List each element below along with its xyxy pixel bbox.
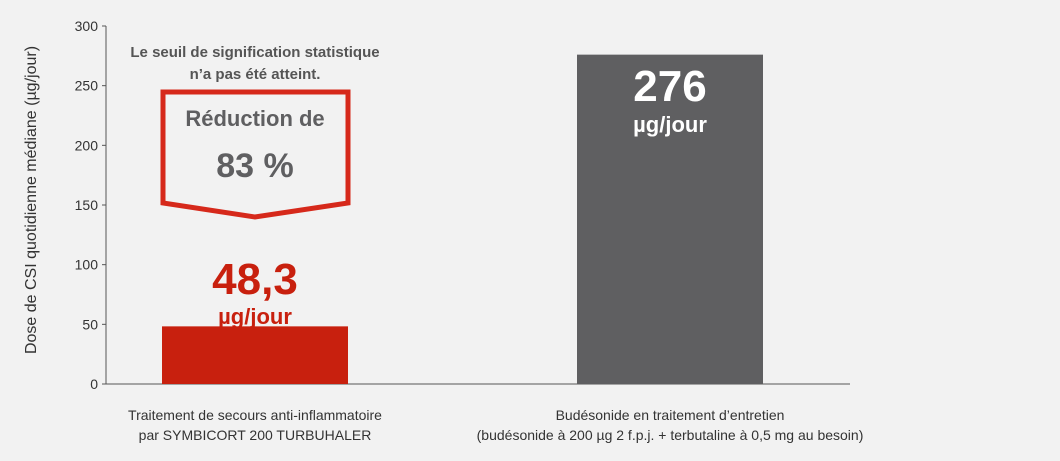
y-tick-label: 250 <box>75 78 99 94</box>
bar-unit-label-1: µg/jour <box>218 304 292 329</box>
bar-value-label-2: 276 <box>633 62 706 111</box>
y-tick-label: 200 <box>75 137 99 153</box>
significance-note-line1: Le seuil de signification statistique <box>130 44 379 61</box>
reduction-callout-value: 83 % <box>216 147 294 185</box>
bar-unit-label-2: µg/jour <box>633 112 707 137</box>
y-tick-label: 100 <box>75 257 99 273</box>
category-label-2-line-2: (budésonide à 200 µg 2 f.p.j. + terbutal… <box>477 427 864 443</box>
y-tick-label: 150 <box>75 197 99 213</box>
significance-note-line2: n’a pas été atteint. <box>190 66 321 83</box>
bar-1 <box>162 326 348 384</box>
y-tick-label: 300 <box>75 18 99 34</box>
y-tick-label: 50 <box>82 316 98 332</box>
y-axis-ticks: 0 50 100 150 200 250 300 <box>75 18 106 392</box>
category-label-1-line-1: Traitement de secours anti-inflammatoire <box>128 407 382 423</box>
bar-value-label-1: 48,3 <box>212 255 298 304</box>
category-label-1-line-2: par SYMBICORT 200 TURBUHALER <box>139 427 372 443</box>
y-axis-title: Dose de CSI quotidienne médiane (µg/jour… <box>23 46 40 354</box>
category-label-2-line-1: Budésonide en traitement d’entretien <box>556 407 785 423</box>
bar-2 <box>577 54 763 384</box>
category-labels: Traitement de secours anti-inflammatoire… <box>128 407 863 443</box>
reduction-callout-shape <box>160 89 351 220</box>
y-tick-label: 0 <box>90 376 98 392</box>
reduction-callout-line1: Réduction de <box>185 106 324 131</box>
